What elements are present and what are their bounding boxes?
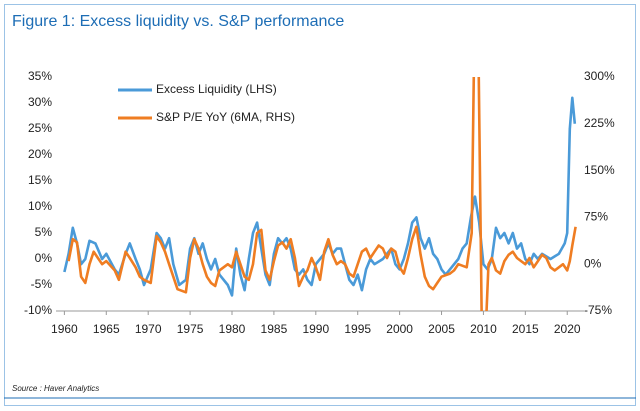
y2-tick-label: 225% — [584, 116, 615, 130]
y-tick-label: 25% — [28, 121, 52, 135]
y2-tick-label: 0% — [584, 256, 602, 270]
y-tick-label: 15% — [28, 173, 52, 187]
x-tick-label: 1965 — [93, 322, 120, 336]
y-tick-label: -5% — [31, 277, 53, 291]
legend-label: Excess Liquidity (LHS) — [156, 82, 277, 96]
x-tick-label: 1980 — [219, 322, 246, 336]
x-tick-label: 2010 — [470, 322, 497, 336]
y2-tick-label: 150% — [584, 163, 615, 177]
y2-tick-label: 75% — [584, 210, 608, 224]
source: Source : Haver Analytics — [12, 384, 99, 393]
frame — [4, 4, 636, 406]
y-tick-label: 10% — [28, 199, 52, 213]
y2-tick-label: 300% — [584, 69, 615, 83]
y-tick-label: -10% — [24, 303, 52, 317]
x-tick-label: 2005 — [428, 322, 455, 336]
x-tick-label: 2000 — [386, 322, 413, 336]
x-tick-label: 1995 — [344, 322, 371, 336]
y-tick-label: 0% — [35, 251, 53, 265]
y-tick-label: 35% — [28, 69, 52, 83]
x-tick-label: 2020 — [554, 322, 581, 336]
y-tick-label: 20% — [28, 147, 52, 161]
legend-label: S&P P/E YoY (6MA, RHS) — [156, 110, 295, 124]
x-tick-label: 2015 — [512, 322, 539, 336]
chart-title: Figure 1: Excess liquidity vs. S&P perfo… — [12, 13, 344, 30]
series-line — [63, 96, 577, 297]
y-tick-label: 5% — [35, 225, 53, 239]
y-tick-label: 30% — [28, 95, 52, 109]
series-line — [67, 77, 577, 311]
x-tick-label: 1970 — [135, 322, 162, 336]
y2-tick-label: -75% — [584, 303, 612, 317]
x-tick-label: 1985 — [261, 322, 288, 336]
x-tick-label: 1975 — [177, 322, 204, 336]
x-tick-label: 1960 — [51, 322, 78, 336]
x-tick-label: 1990 — [302, 322, 329, 336]
